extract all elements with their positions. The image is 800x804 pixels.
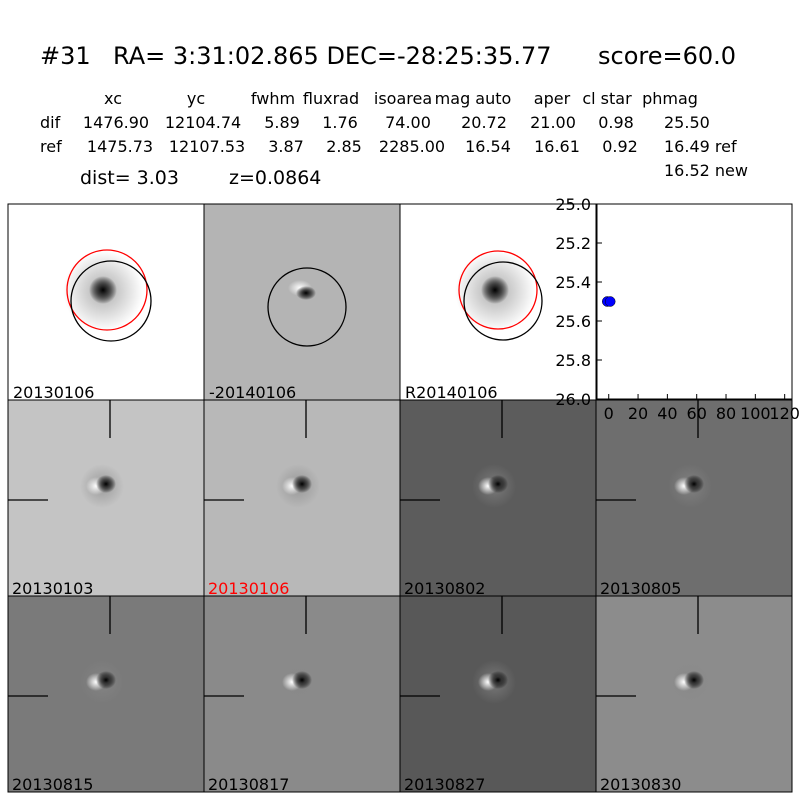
table-cell: 2285.00 [379,137,445,156]
table-cell: 0.98 [598,113,634,132]
aperture-circle [463,261,543,341]
table-cell: 21.00 [530,113,576,132]
source [89,276,117,304]
column-header: isoarea [374,89,432,108]
column-header: fluxrad [303,89,359,108]
column-header: fwhm [251,89,295,108]
y-tick-label: 25.0 [555,195,591,214]
table-cell: 1.76 [322,113,358,132]
source-dark [488,475,508,493]
source [481,276,509,304]
epoch-label: 20130103 [12,579,93,598]
residual-dark [296,286,316,300]
x-tick-label: 80 [716,404,736,423]
y-tick-label: 25.8 [555,351,591,370]
plot-area [596,203,793,400]
stamp-label: R20140106 [405,383,498,402]
source-dark [96,475,116,493]
aperture-circle [70,260,152,342]
y-tick-label: 25.2 [555,234,591,253]
column-header: aper [534,89,571,108]
source-dark [292,671,312,689]
data-point [604,296,616,307]
y-tick-label: 25.6 [555,312,591,331]
candidate-id: #31 [40,42,91,70]
epoch-label: 20130830 [600,775,681,794]
table-cell: 25.50 [664,113,710,132]
y-tick-label: 25.4 [555,273,591,292]
table-cell: 12107.53 [169,137,245,156]
epoch-label: 20130815 [12,775,93,794]
epoch-label: 20130106 [208,579,289,598]
table-cell: 5.89 [264,113,300,132]
x-tick-label: 60 [687,404,707,423]
column-header: xc [104,89,122,108]
score: score=60.0 [598,42,736,70]
epoch-label: 20130805 [600,579,681,598]
x-tick-label: 120 [769,404,800,423]
y-tick-label: 26.0 [555,390,591,409]
stamp-label: -20140106 [209,383,296,402]
table-cell: 12104.74 [165,113,241,132]
epoch-label: 20130827 [404,775,485,794]
table-cell: 16.49 ref [664,137,737,156]
epoch-label: 20130817 [208,775,289,794]
table-cell: 16.61 [534,137,580,156]
table-cell: 74.00 [385,113,431,132]
stamp-image [203,203,401,401]
coordinates: RA= 3:31:02.865 DEC=-28:25:35.77 [113,42,552,70]
x-tick-label: 100 [740,404,771,423]
aperture-circle [267,267,347,347]
distance: dist= 3.03 [80,167,179,189]
x-tick-label: 20 [628,404,648,423]
table-cell: 2.85 [326,137,362,156]
source-dark [488,671,508,689]
source-dark [292,475,312,493]
table-cell: 16.54 [465,137,511,156]
table-cell: 3.87 [268,137,304,156]
column-header: phmag [642,89,698,108]
phmag-new: 16.52 new [664,161,748,180]
table-cell: 1476.90 [83,113,149,132]
x-tick-label: 0 [604,404,614,423]
redshift: z=0.0864 [229,167,321,189]
table-cell: 1475.73 [87,137,153,156]
table-cell: dif [40,113,61,132]
table-cell: ref [40,137,62,156]
column-header: mag auto [435,89,512,108]
source-dark [96,671,116,689]
stamp-label: 20130106 [13,383,94,402]
table-cell: 20.72 [461,113,507,132]
x-tick-label: 40 [657,404,677,423]
column-header: cl star [582,89,632,108]
source-dark [684,671,704,689]
column-header: yc [187,89,205,108]
aperture-circle [458,250,538,330]
table-cell: 0.92 [602,137,638,156]
aperture-circle [66,249,148,331]
epoch-label: 20130802 [404,579,485,598]
source-dark [684,475,704,493]
